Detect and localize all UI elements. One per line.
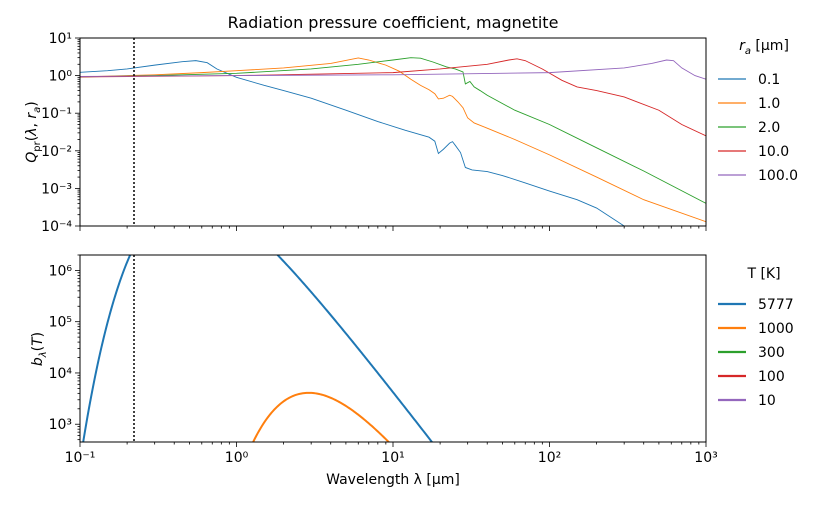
top-ticks: 10⁻⁴ 10⁻³ 10⁻² 10⁻¹ 10⁰ 10¹ xyxy=(41,31,707,235)
top-series-line-100.0 xyxy=(80,59,706,80)
top-legend-label: 1.0 xyxy=(758,96,780,112)
bottom-ticks: 10⁻¹ 10⁰ 10¹ 10² 10³ 10³ 10⁴ 10⁵ 10⁶ xyxy=(49,254,718,466)
top-legend-label: 10.0 xyxy=(758,144,789,160)
bottom-legend-label: 100 xyxy=(758,369,785,385)
bottom-ylabel: bλ(T) xyxy=(30,332,49,366)
bottom-xtick-label: 10⁰ xyxy=(225,450,249,466)
top-axes-frame xyxy=(79,37,707,227)
top-series-line-2.0 xyxy=(80,57,706,204)
chart-title: Radiation pressure coefficient, magnetit… xyxy=(228,13,559,32)
top-legend-label: 2.0 xyxy=(758,120,780,136)
bottom-legend-label: 5777 xyxy=(758,297,794,313)
bottom-series-line-5777 xyxy=(82,255,434,442)
bottom-ytick-label: 10³ xyxy=(49,417,72,433)
bottom-axes-frame xyxy=(79,254,707,443)
bottom-legend-label: 10 xyxy=(758,393,776,409)
top-legend-label: 100.0 xyxy=(758,168,798,184)
x-axis-label: Wavelength λ [μm] xyxy=(326,472,460,488)
bottom-legend-label: 300 xyxy=(758,345,785,361)
bottom-legend-label: 1000 xyxy=(758,321,794,337)
bottom-plot-lines xyxy=(82,255,434,442)
top-panel: 10⁻⁴ 10⁻³ 10⁻² 10⁻¹ 10⁰ 10¹ Qpr(λ, ra) ra [μm… xyxy=(24,31,798,235)
bottom-series-line-1000 xyxy=(252,391,391,442)
bottom-xtick-label: 10³ xyxy=(694,450,717,466)
top-ytick-label: 10⁰ xyxy=(49,69,73,85)
top-ytick-label: 10⁻⁴ xyxy=(41,219,72,235)
top-series-line-1.0 xyxy=(80,57,706,223)
bottom-ytick-label: 10⁶ xyxy=(49,263,73,279)
top-legend: ra [μm] 0.1 1.0 2.0 10.0 100.0 xyxy=(718,38,798,184)
top-ylabel: Qpr(λ, ra) xyxy=(24,101,43,163)
top-legend-label: 0.1 xyxy=(758,72,780,88)
bottom-xtick-label: 10⁻¹ xyxy=(65,450,96,466)
top-ytick-label: 10¹ xyxy=(49,31,72,47)
top-ytick-label: 10⁻² xyxy=(41,144,72,160)
top-series-line-0.1 xyxy=(80,60,625,226)
bottom-legend: T [K] 5777 1000 300 100 10 xyxy=(718,266,794,409)
top-ytick-label: 10⁻³ xyxy=(41,181,72,197)
bottom-legend-title: T [K] xyxy=(746,266,780,282)
bottom-ytick-label: 10⁴ xyxy=(49,366,73,382)
bottom-xtick-label: 10¹ xyxy=(381,450,404,466)
bottom-xtick-label: 10² xyxy=(538,450,561,466)
top-legend-title: ra [μm] xyxy=(739,38,789,57)
top-series-line-10.0 xyxy=(80,58,706,137)
top-plot-lines xyxy=(80,57,706,226)
top-ytick-label: 10⁻¹ xyxy=(41,106,72,122)
bottom-panel: 10⁻¹ 10⁰ 10¹ 10² 10³ 10³ 10⁴ 10⁵ 10⁶ bλ(T) T [K]… xyxy=(30,254,794,466)
bottom-ytick-label: 10⁵ xyxy=(49,315,72,331)
